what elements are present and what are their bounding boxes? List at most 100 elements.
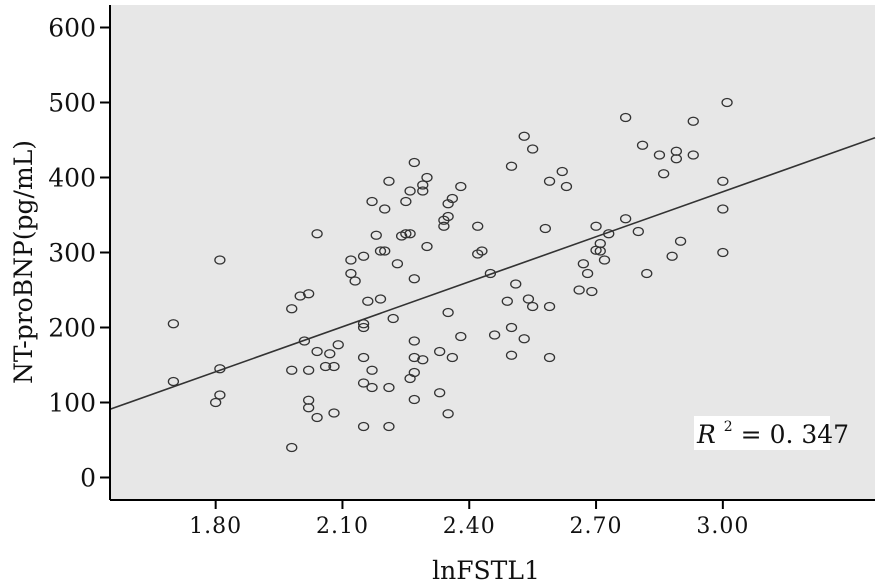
data-point-88	[527, 144, 539, 154]
data-point-98	[581, 268, 594, 279]
data-point-116	[674, 236, 687, 246]
data-point-54	[408, 336, 420, 346]
data-point-36	[370, 230, 382, 240]
data-point-119	[717, 176, 729, 186]
data-point-66	[438, 221, 450, 231]
data-point-26	[357, 251, 370, 261]
data-point-35	[366, 382, 378, 393]
data-point-17	[311, 412, 323, 423]
data-point-95	[560, 181, 573, 192]
data-point-53	[408, 274, 420, 284]
data-point-37	[374, 246, 387, 256]
data-point-81	[505, 161, 518, 171]
data-point-118	[687, 150, 699, 160]
data-point-76	[472, 249, 484, 259]
r2-label-background	[694, 416, 830, 450]
data-point-73	[455, 181, 467, 192]
x-tick-label: 3.00	[696, 514, 749, 539]
data-point-32	[362, 296, 374, 306]
data-point-7	[286, 365, 298, 375]
data-point-1	[167, 376, 180, 387]
data-point-25	[349, 276, 361, 286]
data-point-11	[302, 289, 315, 299]
data-point-62	[421, 241, 433, 252]
data-point-38	[374, 294, 387, 304]
data-point-77	[476, 246, 488, 256]
data-point-97	[577, 259, 590, 269]
data-point-69	[442, 307, 454, 318]
data-point-24	[345, 268, 357, 279]
data-point-107	[619, 112, 632, 123]
data-point-84	[510, 279, 522, 289]
data-point-4	[214, 390, 226, 400]
data-point-104	[598, 255, 611, 265]
data-point-15	[311, 229, 323, 239]
data-point-57	[408, 394, 420, 405]
data-point-78	[484, 268, 497, 279]
data-point-92	[543, 301, 556, 312]
data-point-90	[539, 223, 551, 234]
data-point-91	[543, 176, 556, 186]
data-point-56	[408, 367, 420, 378]
data-point-61	[421, 172, 433, 183]
data-point-33	[366, 196, 378, 207]
data-point-48	[400, 229, 412, 239]
data-point-52	[408, 157, 420, 168]
r2-symbol: R	[696, 420, 716, 449]
data-point-10	[298, 336, 311, 346]
data-point-47	[400, 196, 412, 207]
data-point-93	[543, 352, 556, 363]
y-axis-title: NT-proBNP(pg/mL)	[9, 140, 38, 384]
data-point-43	[383, 421, 395, 432]
data-point-23	[345, 255, 357, 265]
data-point-106	[619, 214, 632, 224]
data-point-108	[632, 226, 644, 237]
data-point-40	[379, 246, 391, 256]
data-point-28	[357, 322, 370, 333]
data-point-9	[294, 291, 306, 301]
data-point-68	[442, 211, 454, 222]
r2-value: 0. 347	[770, 420, 850, 449]
data-point-0	[167, 319, 180, 329]
data-point-8	[286, 442, 298, 453]
data-point-14	[302, 403, 315, 413]
data-point-115	[670, 154, 683, 164]
data-point-99	[586, 286, 598, 297]
data-point-21	[332, 340, 344, 350]
y-tick-label: 400	[48, 164, 96, 193]
x-tick-label: 2.70	[570, 514, 623, 539]
data-point-70	[446, 193, 458, 204]
data-point-58	[417, 180, 429, 190]
data-point-41	[383, 176, 395, 186]
data-point-103	[594, 246, 606, 256]
data-point-19	[324, 349, 336, 359]
data-point-60	[417, 355, 429, 365]
data-point-30	[357, 378, 370, 388]
data-point-31	[357, 421, 370, 432]
data-point-109	[636, 140, 649, 150]
data-point-80	[501, 296, 513, 306]
r2-annotation: R 2 = 0. 347	[696, 408, 849, 449]
data-point-5	[210, 397, 222, 408]
x-tick-label: 2.10	[316, 514, 369, 539]
data-point-121	[717, 247, 729, 258]
data-point-105	[603, 229, 615, 239]
y-tick-label: 500	[48, 89, 96, 118]
r2-superscript: 2	[724, 419, 733, 435]
y-tick-label: 600	[48, 14, 96, 43]
data-point-87	[522, 294, 535, 304]
y-tick-label: 300	[48, 239, 96, 268]
data-point-64	[434, 388, 446, 398]
data-point-72	[442, 409, 454, 419]
data-point-2	[214, 255, 226, 265]
data-point-94	[556, 166, 568, 177]
data-point-44	[387, 313, 399, 324]
data-point-20	[328, 361, 340, 372]
data-point-85	[518, 131, 530, 141]
data-point-100	[590, 221, 602, 231]
regression-line	[109, 136, 876, 411]
x-tick-label: 2.40	[443, 514, 496, 539]
data-point-39	[379, 204, 391, 214]
data-point-83	[505, 350, 518, 360]
